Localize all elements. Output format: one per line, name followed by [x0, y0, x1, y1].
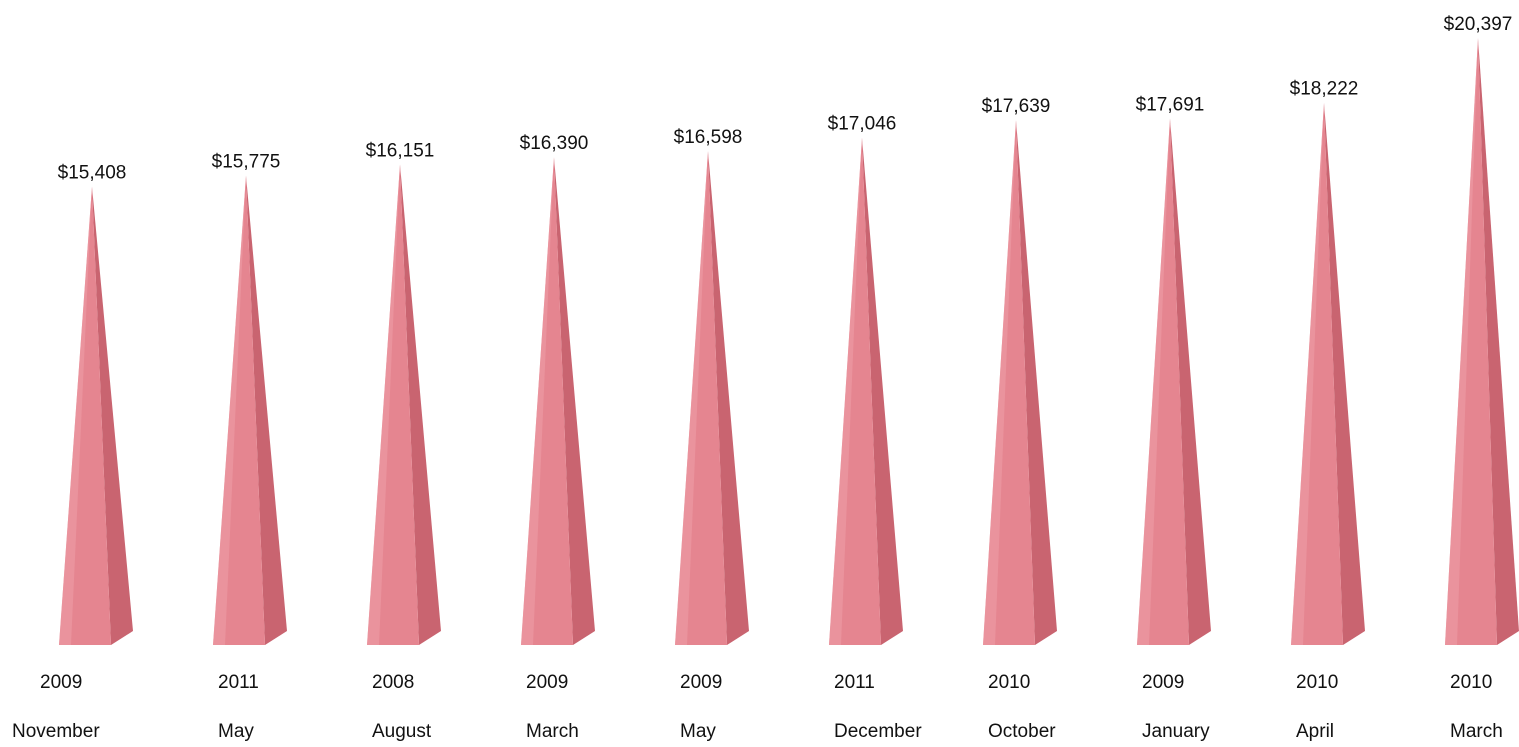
pyramid-highlight — [675, 151, 708, 646]
category-month-label: October — [988, 721, 1056, 742]
bar-value-label: $16,390 — [520, 133, 589, 154]
pyramid-side-face — [708, 151, 749, 646]
category-month-label: November — [12, 721, 100, 742]
pyramid-highlight — [1291, 102, 1324, 645]
category-year-label: 2008 — [372, 672, 414, 693]
bar-value-label: $17,691 — [1136, 95, 1205, 116]
category-month-label: May — [680, 721, 716, 742]
category-year-label: 2011 — [834, 672, 875, 693]
pyramid-highlight — [983, 120, 1016, 645]
pyramid-highlight — [1137, 118, 1170, 645]
pyramid-highlight — [213, 175, 246, 646]
category-month-label: January — [1142, 721, 1210, 742]
pyramid-bar — [367, 164, 441, 645]
category-year-label: 2010 — [1296, 672, 1338, 693]
pyramid-side-face — [554, 157, 595, 645]
category-year-label: 2009 — [1142, 672, 1184, 693]
chart-year-labels: 2009 2011 2008 2009 2009 2011 2010 2009 2010 2010 — [40, 672, 1492, 693]
pyramid-bar — [213, 175, 287, 646]
category-month-label: April — [1296, 721, 1334, 742]
pyramid-bar — [521, 157, 595, 645]
pyramid-bar — [1445, 38, 1519, 645]
pyramid-bar — [829, 137, 903, 646]
pyramid-side-face — [1170, 118, 1211, 645]
chart-bars — [59, 38, 1519, 646]
bar-value-label: $16,151 — [366, 140, 435, 161]
pyramid-side-face — [1016, 120, 1057, 645]
chart-value-labels: $15,408 $15,775 $16,151 $16,390 $16,598 $17,0… — [58, 14, 1513, 183]
pyramid-highlight — [1445, 38, 1478, 645]
pyramid-bar — [1291, 102, 1365, 645]
pyramid-side-face — [92, 186, 133, 645]
bar-value-label: $17,639 — [982, 96, 1051, 117]
category-month-label: March — [526, 721, 579, 742]
chart-month-labels: November May August March May December October… — [12, 721, 1503, 742]
category-month-label: March — [1450, 721, 1503, 742]
pyramid-highlight — [521, 157, 554, 645]
bar-value-label: $20,397 — [1444, 14, 1513, 35]
category-year-label: 2009 — [680, 672, 722, 693]
pyramid-side-face — [1478, 38, 1519, 645]
pyramid-side-face — [246, 175, 287, 646]
category-year-label: 2009 — [526, 672, 568, 693]
bar-value-label: $18,222 — [1290, 79, 1359, 100]
category-month-label: December — [834, 721, 922, 742]
pyramid-highlight — [367, 164, 400, 645]
pyramid-bar — [1137, 118, 1211, 645]
bar-value-label: $15,408 — [58, 162, 127, 183]
pyramid-bar — [59, 186, 133, 645]
bar-value-label: $16,598 — [674, 127, 743, 148]
bar-value-label: $15,775 — [212, 152, 281, 173]
pyramid-side-face — [1324, 102, 1365, 645]
category-month-label: May — [218, 721, 254, 742]
pyramid-highlight — [829, 137, 862, 646]
category-month-label: August — [372, 721, 432, 742]
pyramid-highlight — [59, 186, 92, 645]
pyramid-side-face — [862, 137, 903, 646]
pyramid-bar — [675, 151, 749, 646]
category-year-label: 2010 — [988, 672, 1030, 693]
pyramid-side-face — [400, 164, 441, 645]
bar-value-label: $17,046 — [828, 114, 897, 135]
pyramid-bar — [983, 120, 1057, 645]
category-year-label: 2010 — [1450, 672, 1492, 693]
category-year-label: 2011 — [218, 672, 259, 693]
category-year-label: 2009 — [40, 672, 82, 693]
